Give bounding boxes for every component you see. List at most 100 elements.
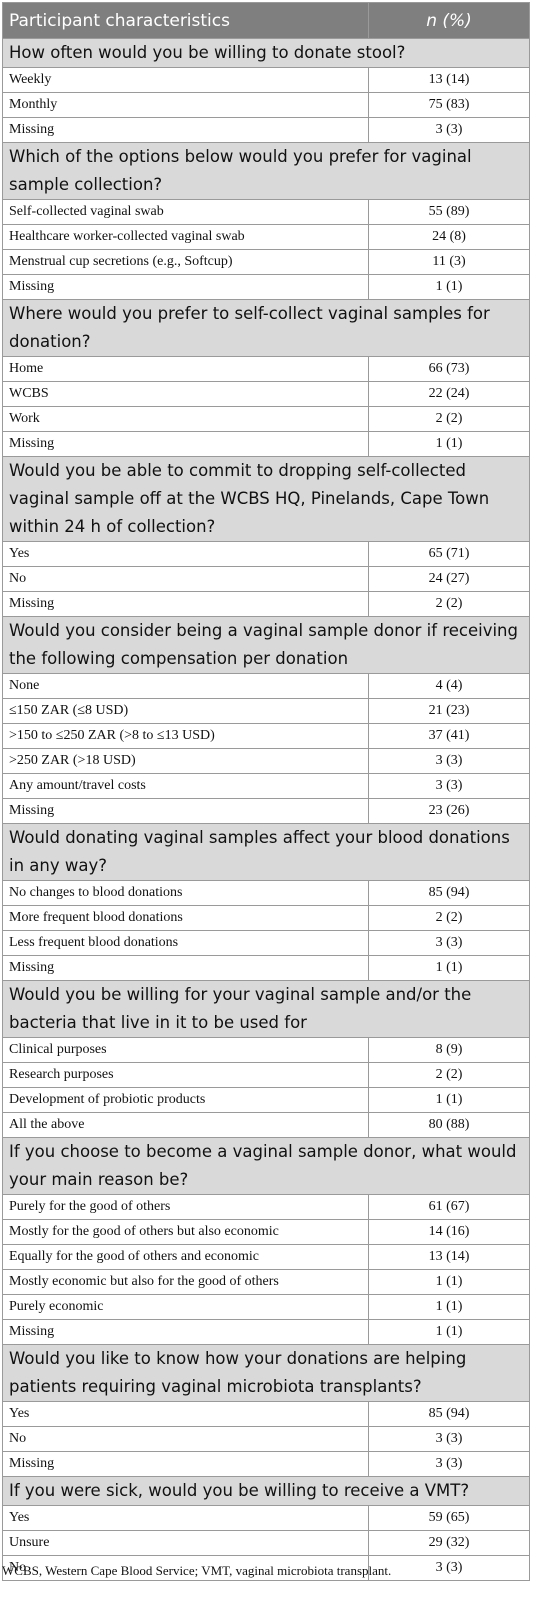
data-row: Home 66 (73) bbox=[2, 356, 530, 382]
row-value: 80 (88) bbox=[368, 1112, 530, 1138]
section-question: If you choose to become a vaginal sample… bbox=[2, 1137, 530, 1195]
data-row: Missing 1 (1) bbox=[2, 1319, 530, 1345]
section-question: Which of the options below would you pre… bbox=[2, 142, 530, 200]
row-label: Self-collected vaginal swab bbox=[2, 199, 369, 225]
row-label: >150 to ≤250 ZAR (>8 to ≤13 USD) bbox=[2, 723, 369, 749]
data-row: Research purposes 2 (2) bbox=[2, 1062, 530, 1088]
data-row: Purely economic 1 (1) bbox=[2, 1294, 530, 1320]
table-body: Participant characteristics n (%) How of… bbox=[2, 2, 530, 1581]
row-value: 8 (9) bbox=[368, 1037, 530, 1063]
data-row: Purely for the good of others 61 (67) bbox=[2, 1194, 530, 1220]
row-value: 29 (32) bbox=[368, 1530, 530, 1556]
row-label: No bbox=[2, 1426, 369, 1452]
data-row: Missing 3 (3) bbox=[2, 117, 530, 143]
row-label: Yes bbox=[2, 541, 369, 567]
row-label: Missing bbox=[2, 117, 369, 143]
row-value: 3 (3) bbox=[368, 1451, 530, 1477]
header-row: Participant characteristics n (%) bbox=[2, 2, 530, 39]
row-value: 1 (1) bbox=[368, 1087, 530, 1113]
data-row: Healthcare worker-collected vaginal swab… bbox=[2, 224, 530, 250]
data-row: Unsure 29 (32) bbox=[2, 1530, 530, 1556]
row-value: 75 (83) bbox=[368, 92, 530, 118]
row-label: Yes bbox=[2, 1505, 369, 1531]
row-label: Research purposes bbox=[2, 1062, 369, 1088]
data-row: Equally for the good of others and econo… bbox=[2, 1244, 530, 1270]
row-label: Healthcare worker-collected vaginal swab bbox=[2, 224, 369, 250]
row-value: 59 (65) bbox=[368, 1505, 530, 1531]
row-label: Weekly bbox=[2, 67, 369, 93]
row-value: 61 (67) bbox=[368, 1194, 530, 1220]
data-row: None 4 (4) bbox=[2, 673, 530, 699]
section-row: Would you consider being a vaginal sampl… bbox=[2, 616, 530, 674]
row-label: Equally for the good of others and econo… bbox=[2, 1244, 369, 1270]
row-label: Work bbox=[2, 406, 369, 432]
row-label: ≤150 ZAR (≤8 USD) bbox=[2, 698, 369, 724]
data-row: Self-collected vaginal swab 55 (89) bbox=[2, 199, 530, 225]
data-row: Missing 23 (26) bbox=[2, 798, 530, 824]
section-row: Would donating vaginal samples affect yo… bbox=[2, 823, 530, 881]
section-row: Would you like to know how your donation… bbox=[2, 1344, 530, 1402]
row-value: 13 (14) bbox=[368, 1244, 530, 1270]
row-value: 37 (41) bbox=[368, 723, 530, 749]
row-label: More frequent blood donations bbox=[2, 905, 369, 931]
section-row: Would you be able to commit to dropping … bbox=[2, 456, 530, 542]
row-value: 3 (3) bbox=[368, 1555, 530, 1581]
row-value: 65 (71) bbox=[368, 541, 530, 567]
data-row: No 3 (3) bbox=[2, 1426, 530, 1452]
row-label: None bbox=[2, 673, 369, 699]
row-label: Missing bbox=[2, 798, 369, 824]
data-row: Missing 1 (1) bbox=[2, 955, 530, 981]
data-row: Less frequent blood donations 3 (3) bbox=[2, 930, 530, 956]
section-row: If you choose to become a vaginal sample… bbox=[2, 1137, 530, 1195]
data-row: >250 ZAR (>18 USD) 3 (3) bbox=[2, 748, 530, 774]
header-cell: n (%) bbox=[368, 2, 530, 39]
section-question: Would you consider being a vaginal sampl… bbox=[2, 616, 530, 674]
row-label: Yes bbox=[2, 1401, 369, 1427]
section-question: How often would you be willing to donate… bbox=[2, 38, 530, 68]
row-label: Missing bbox=[2, 1451, 369, 1477]
data-row: Yes 85 (94) bbox=[2, 1401, 530, 1427]
data-row: No 3 (3) bbox=[2, 1555, 530, 1581]
data-row: Yes 65 (71) bbox=[2, 541, 530, 567]
row-label: Monthly bbox=[2, 92, 369, 118]
row-value: 13 (14) bbox=[368, 67, 530, 93]
row-value: 2 (2) bbox=[368, 1062, 530, 1088]
row-value: 4 (4) bbox=[368, 673, 530, 699]
section-row: How often would you be willing to donate… bbox=[2, 38, 530, 68]
data-row: Missing 2 (2) bbox=[2, 591, 530, 617]
row-label: Any amount/travel costs bbox=[2, 773, 369, 799]
row-value: 3 (3) bbox=[368, 748, 530, 774]
section-question: Would you be willing for your vaginal sa… bbox=[2, 980, 530, 1038]
row-label: Mostly economic but also for the good of… bbox=[2, 1269, 369, 1295]
data-row: Work 2 (2) bbox=[2, 406, 530, 432]
row-label: Purely for the good of others bbox=[2, 1194, 369, 1220]
row-label: All the above bbox=[2, 1112, 369, 1138]
data-row: All the above 80 (88) bbox=[2, 1112, 530, 1138]
data-row: ≤150 ZAR (≤8 USD) 21 (23) bbox=[2, 698, 530, 724]
section-row: Would you be willing for your vaginal sa… bbox=[2, 980, 530, 1038]
row-label: Mostly for the good of others but also e… bbox=[2, 1219, 369, 1245]
row-value: 24 (27) bbox=[368, 566, 530, 592]
footnote: WCBS, Western Cape Blood Service; VMT, v… bbox=[2, 1563, 392, 1578]
row-value: 2 (2) bbox=[368, 591, 530, 617]
row-label: Missing bbox=[2, 591, 369, 617]
row-label: Home bbox=[2, 356, 369, 382]
row-label: WCBS bbox=[2, 381, 369, 407]
data-row: Missing 3 (3) bbox=[2, 1451, 530, 1477]
row-label: Purely economic bbox=[2, 1294, 369, 1320]
data-row: Mostly economic but also for the good of… bbox=[2, 1269, 530, 1295]
data-row: >150 to ≤250 ZAR (>8 to ≤13 USD) 37 (41) bbox=[2, 723, 530, 749]
row-value: 1 (1) bbox=[368, 1319, 530, 1345]
row-value: 2 (2) bbox=[368, 406, 530, 432]
row-value: 2 (2) bbox=[368, 905, 530, 931]
row-value: 14 (16) bbox=[368, 1219, 530, 1245]
row-value: 3 (3) bbox=[368, 930, 530, 956]
data-row: Development of probiotic products 1 (1) bbox=[2, 1087, 530, 1113]
data-row: No 24 (27) bbox=[2, 566, 530, 592]
data-row: Any amount/travel costs 3 (3) bbox=[2, 773, 530, 799]
section-question: Would you like to know how your donation… bbox=[2, 1344, 530, 1402]
row-label: Missing bbox=[2, 274, 369, 300]
section-question: Would donating vaginal samples affect yo… bbox=[2, 823, 530, 881]
row-label: Unsure bbox=[2, 1530, 369, 1556]
